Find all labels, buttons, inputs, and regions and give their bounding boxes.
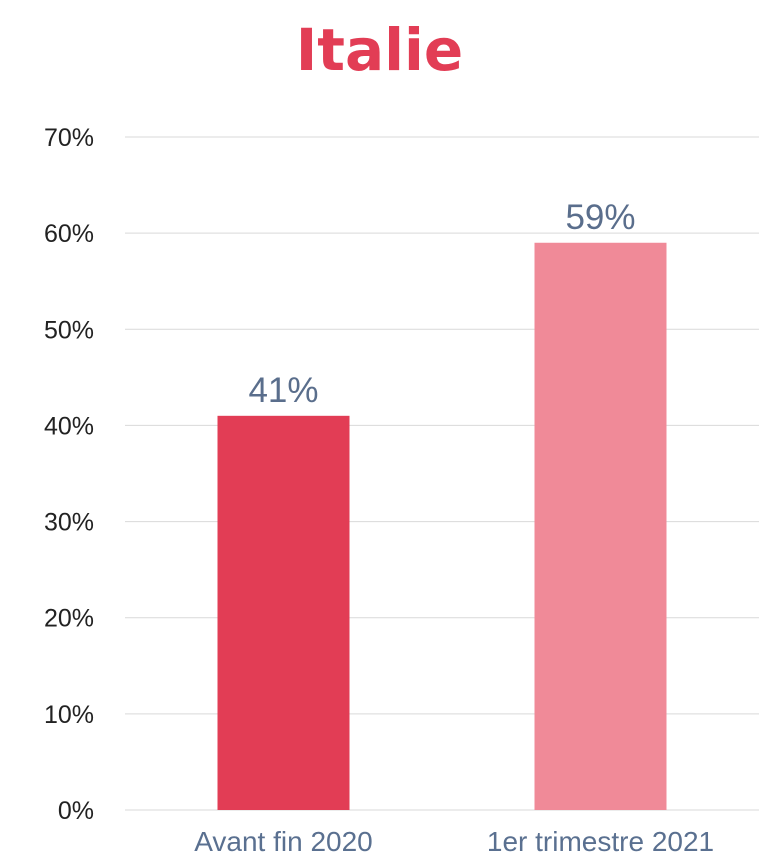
category-label: Avant fin 2020 [194,826,373,857]
bar [535,243,667,810]
y-tick-label: 50% [44,316,94,344]
category-labels: Avant fin 2020 1er trimestre 2021 [194,826,714,857]
category-label: 1er trimestre 2021 [487,826,714,857]
y-tick-label: 10% [44,701,94,729]
y-tick-label: 60% [44,220,94,248]
data-label: 41% [248,371,318,410]
bar [218,416,350,810]
y-tick-labels: 0% 10% 20% 30% 40% 50% 60% 70% [44,124,94,825]
y-tick-label: 70% [44,124,94,152]
bars [218,243,667,810]
y-tick-label: 0% [58,797,94,825]
y-tick-label: 40% [44,412,94,440]
y-tick-label: 20% [44,605,94,633]
data-label: 59% [565,198,635,237]
y-tick-label: 30% [44,509,94,537]
